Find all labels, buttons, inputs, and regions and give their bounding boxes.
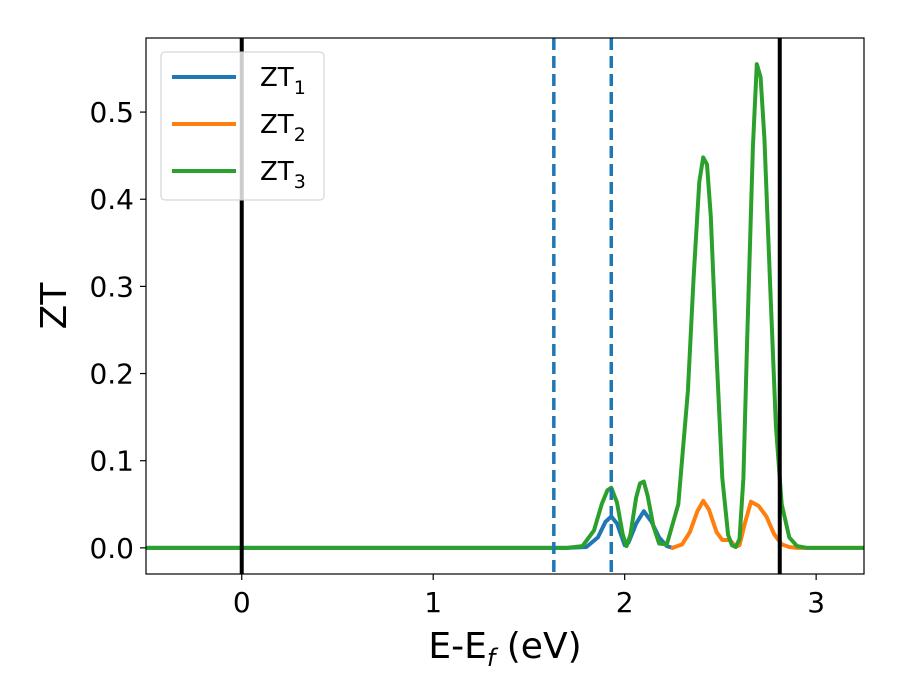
legend: ZT1 ZT2 ZT3 bbox=[160, 51, 325, 201]
y-tick-label: 0.5 bbox=[89, 96, 134, 129]
y-axis-ticks: 0.0 0.1 0.2 0.3 0.4 0.5 bbox=[89, 96, 146, 565]
y-tick-label: 0.0 bbox=[89, 532, 134, 565]
legend-label-1: ZT1 bbox=[260, 63, 306, 99]
y-axis-title: ZT bbox=[34, 282, 75, 330]
legend-label-2: ZT2 bbox=[260, 110, 306, 146]
x-tick-label: 1 bbox=[424, 586, 442, 619]
y-tick-label: 0.2 bbox=[89, 358, 134, 391]
legend-label-3: ZT3 bbox=[260, 157, 306, 193]
plot-frame bbox=[145, 37, 865, 575]
y-tick-label: 0.3 bbox=[89, 270, 134, 303]
y-tick-label: 0.1 bbox=[89, 445, 134, 478]
x-tick-label: 2 bbox=[616, 586, 634, 619]
y-tick-label: 0.4 bbox=[89, 183, 134, 216]
x-axis-title: E-Ef (eV) bbox=[428, 626, 581, 672]
series-line-3 bbox=[146, 62, 864, 550]
x-tick-label: 3 bbox=[807, 586, 825, 619]
legend-entries: ZT1 ZT2 ZT3 bbox=[172, 63, 306, 193]
x-axis-ticks: 0 1 2 3 bbox=[233, 574, 825, 619]
x-tick-label: 0 bbox=[233, 586, 251, 619]
legend-box bbox=[160, 51, 325, 201]
